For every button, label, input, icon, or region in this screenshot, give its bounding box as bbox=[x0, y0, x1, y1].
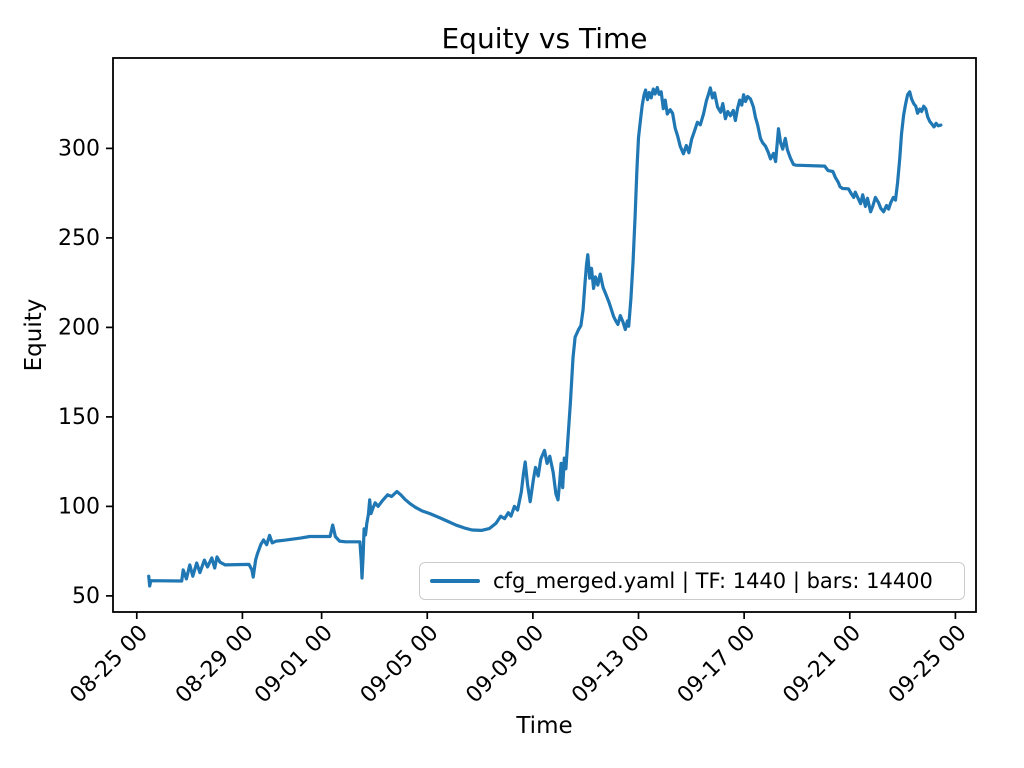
y-tick-label: 100 bbox=[58, 495, 100, 520]
plot-border bbox=[112, 57, 977, 613]
x-tick-label: 08-29 00 bbox=[171, 621, 259, 709]
legend: cfg_merged.yaml | TF: 1440 | bars: 14400 bbox=[419, 562, 965, 600]
x-tick-label: 09-01 00 bbox=[250, 621, 338, 709]
y-tick-label: 300 bbox=[58, 137, 100, 162]
y-tick-label: 200 bbox=[58, 316, 100, 341]
equity-line bbox=[147, 85, 943, 588]
x-tick-label: 09-21 00 bbox=[778, 621, 866, 709]
chart-title: Equity vs Time bbox=[441, 22, 648, 55]
y-tick-label: 250 bbox=[58, 226, 100, 251]
legend-line-sample bbox=[430, 579, 480, 583]
x-tick-label: 09-25 00 bbox=[884, 621, 972, 709]
legend-label: cfg_merged.yaml | TF: 1440 | bars: 14400 bbox=[493, 569, 933, 593]
x-tick-label: 09-17 00 bbox=[673, 621, 761, 709]
y-tick-label: 150 bbox=[58, 405, 100, 430]
x-tick-label: 08-25 00 bbox=[65, 621, 153, 709]
x-axis-label: Time bbox=[516, 713, 573, 739]
y-tick-label: 50 bbox=[72, 584, 100, 609]
x-tick-label: 09-05 00 bbox=[356, 621, 444, 709]
x-tick-label: 09-09 00 bbox=[461, 621, 549, 709]
x-tick-label: 09-13 00 bbox=[567, 621, 655, 709]
